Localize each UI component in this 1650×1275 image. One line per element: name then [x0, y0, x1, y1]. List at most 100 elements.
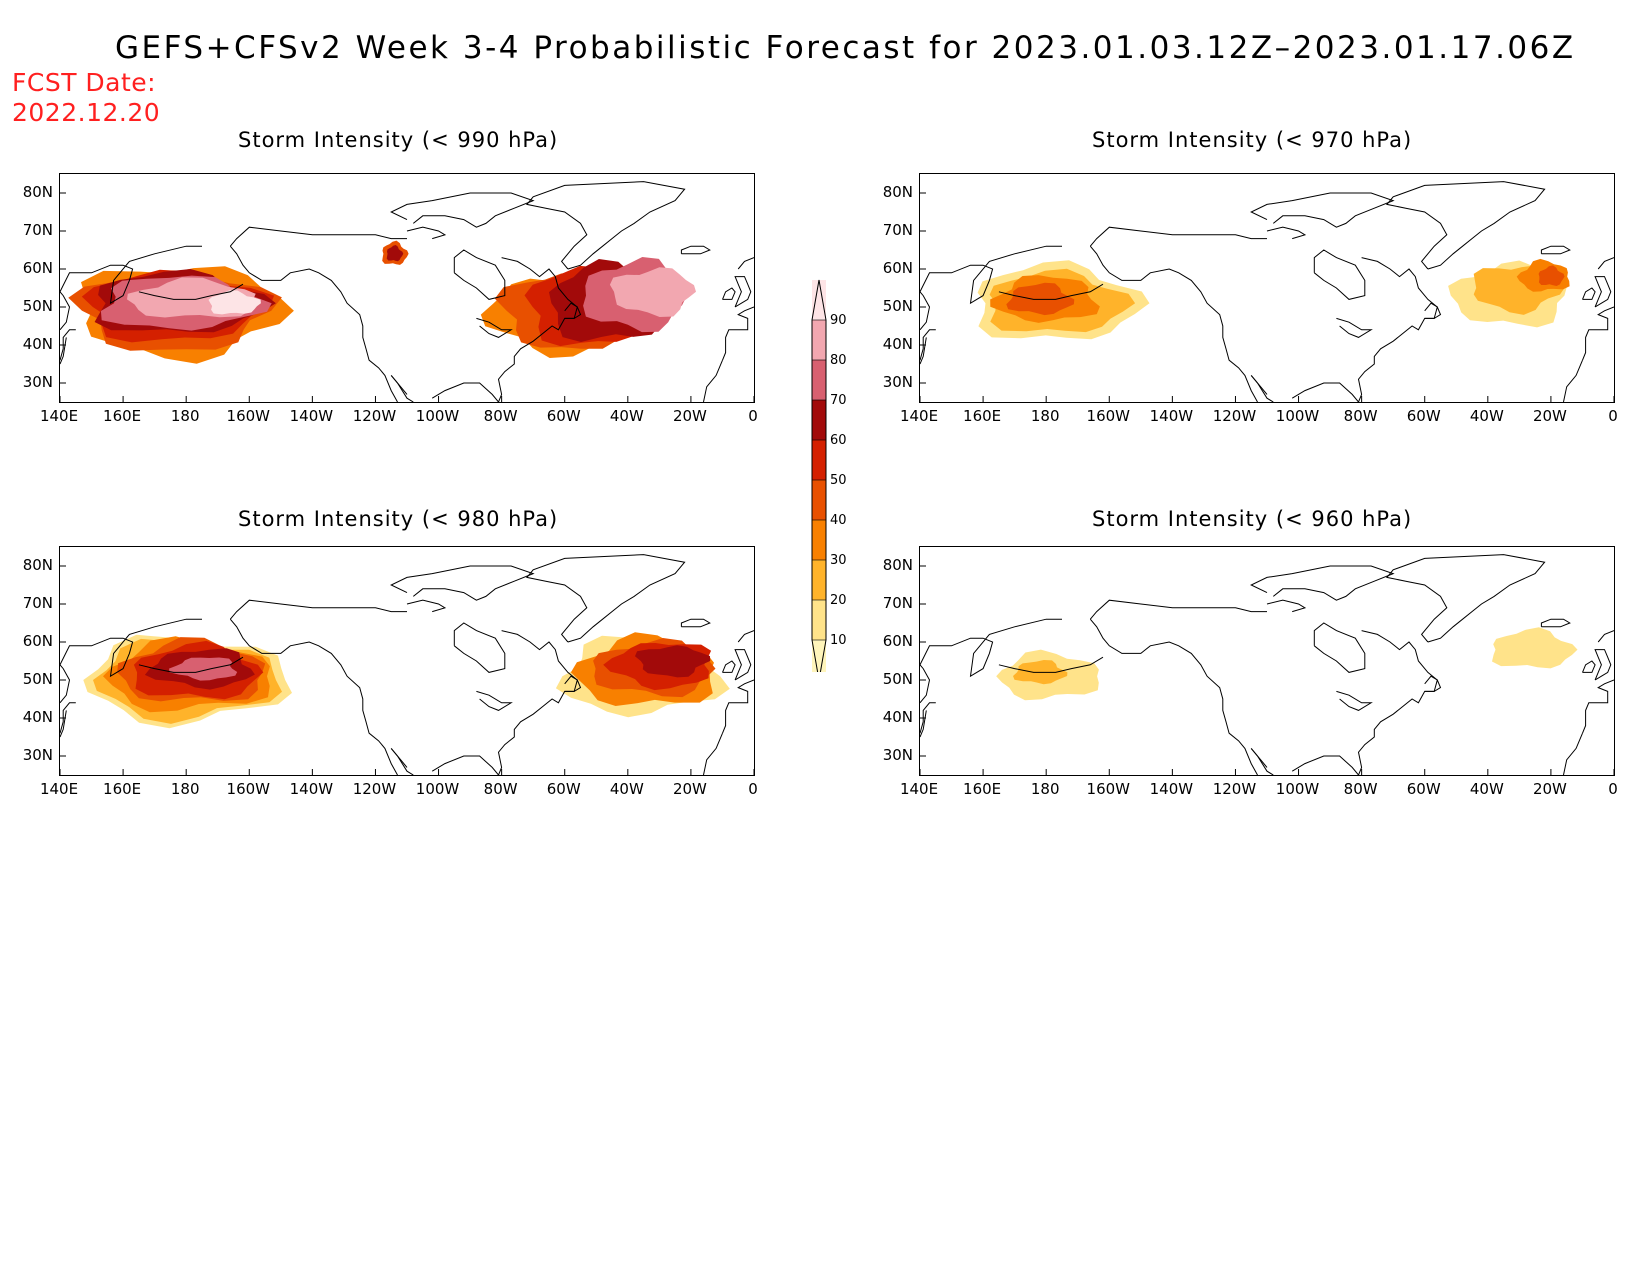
coastline: [390, 748, 408, 768]
coastline: [390, 565, 535, 601]
lat-tick-label: 40N: [882, 708, 913, 726]
colorbar-segment: [812, 320, 826, 360]
coastline: [1336, 690, 1373, 711]
coastline: [60, 702, 76, 734]
coastline: [703, 360, 723, 402]
lat-tick-label: 70N: [22, 221, 53, 239]
coastline: [476, 690, 513, 711]
colorbar-segment: [812, 280, 826, 320]
lon-tick-label: 100W: [1275, 780, 1320, 798]
probability-contour: [208, 290, 261, 315]
coastline: [1582, 679, 1614, 734]
lon-tick-label: 140W: [1149, 407, 1194, 425]
coastline: [722, 287, 736, 300]
probability-contour: [609, 267, 696, 317]
lon-tick-label: 160E: [963, 407, 1002, 425]
lon-tick-label: 100W: [1275, 407, 1320, 425]
lat-tick-label: 70N: [882, 594, 913, 612]
lon-tick-label: 140E: [899, 407, 939, 425]
lon-tick-label: 140W: [289, 407, 334, 425]
coastline: [60, 329, 76, 361]
coastline: [1250, 192, 1395, 228]
coastline: [1089, 245, 1258, 402]
colorbar-segment: [812, 360, 826, 400]
lon-tick-label: 120W: [1212, 407, 1257, 425]
probability-contour: [635, 645, 711, 678]
colorbar-label: 70: [830, 393, 847, 408]
coastline: [406, 226, 447, 240]
coastline: [920, 337, 927, 365]
lon-tick-label: 40W: [1469, 780, 1504, 798]
coastline: [1089, 618, 1258, 775]
lon-tick-label: 40W: [1469, 407, 1504, 425]
coastline: [1582, 287, 1596, 300]
colorbar-label: 50: [830, 473, 847, 488]
coastline: [1089, 226, 1267, 247]
lat-tick-label: 30N: [22, 746, 53, 764]
coastline: [1291, 382, 1359, 402]
coastline: [525, 181, 686, 270]
lat-tick-label: 50N: [882, 670, 913, 688]
coastline: [998, 283, 1104, 300]
coastline: [60, 245, 202, 331]
coastline: [1563, 733, 1583, 775]
colorbar-segment: [812, 400, 826, 440]
coastline: [1540, 618, 1571, 628]
coastline: [920, 245, 1062, 331]
page-title: GEFS+CFSv2 Week 3-4 Probabilistic Foreca…: [115, 30, 1576, 66]
coastline: [920, 329, 936, 361]
coastline: [564, 675, 582, 692]
lon-tick-label: 180: [170, 780, 200, 798]
colorbar-segment: [812, 600, 826, 640]
lon-tick-label: 140W: [289, 780, 334, 798]
lat-tick-label: 40N: [882, 335, 913, 353]
lat-tick-label: 30N: [22, 373, 53, 391]
coastline: [680, 245, 711, 255]
colorbar-label: 90: [830, 313, 847, 328]
coastline: [1291, 755, 1359, 775]
coastline: [431, 382, 499, 402]
lon-tick-label: 80W: [483, 780, 518, 798]
colorbar-label: 80: [830, 353, 847, 368]
coastline: [138, 656, 244, 673]
coastline: [138, 283, 244, 300]
map-panel-990: [59, 173, 755, 403]
coastline: [1594, 649, 1612, 681]
coastline: [1266, 599, 1307, 613]
coastline: [737, 257, 754, 270]
probability-contour: [1492, 627, 1578, 669]
panel-title-990: Storm Intensity (< 990 hPa): [238, 128, 559, 152]
colorbar-label: 10: [830, 633, 847, 648]
coastline: [920, 710, 927, 738]
coastline: [722, 679, 754, 734]
coastline: [453, 249, 506, 300]
coastline: [476, 317, 513, 338]
lon-tick-label: 0: [748, 780, 758, 798]
lat-tick-label: 30N: [882, 373, 913, 391]
lat-tick-label: 50N: [22, 297, 53, 315]
lon-tick-label: 120W: [352, 407, 397, 425]
coastline: [60, 710, 67, 738]
panel-title-960: Storm Intensity (< 960 hPa): [1092, 507, 1413, 531]
probability-contour: [169, 657, 238, 681]
coastline: [1385, 181, 1546, 270]
coastline: [1250, 748, 1268, 768]
lon-tick-label: 180: [1030, 780, 1060, 798]
colorbar-segment: [812, 640, 826, 672]
forecast-date-value: 2022.12.20: [12, 98, 161, 127]
coastline: [1313, 622, 1366, 673]
coastline: [1089, 599, 1267, 620]
lat-tick-label: 40N: [22, 708, 53, 726]
map-canvas: [60, 554, 754, 775]
lon-tick-label: 20W: [672, 780, 707, 798]
coastline: [737, 630, 754, 643]
coastline: [1250, 375, 1268, 395]
coastline: [497, 630, 578, 775]
lon-tick-label: 160W: [1086, 780, 1130, 798]
coastline: [734, 276, 752, 308]
lon-tick-label: 20W: [672, 407, 707, 425]
colorbar-segment: [812, 560, 826, 600]
coastline: [229, 618, 398, 775]
coastline: [1357, 257, 1438, 402]
coastline: [564, 302, 582, 319]
